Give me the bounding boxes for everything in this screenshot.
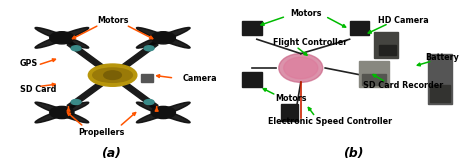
Text: HD Camera: HD Camera: [378, 16, 428, 25]
Text: Flight Controller: Flight Controller: [273, 38, 347, 47]
Ellipse shape: [137, 102, 190, 123]
Ellipse shape: [279, 54, 323, 82]
Ellipse shape: [93, 68, 132, 82]
Bar: [374, 32, 398, 58]
Text: (a): (a): [101, 147, 121, 160]
FancyArrow shape: [67, 74, 115, 108]
Bar: [242, 72, 262, 87]
Text: SD Card Recorder: SD Card Recorder: [363, 81, 443, 90]
Ellipse shape: [35, 102, 89, 123]
Bar: [242, 21, 262, 35]
FancyArrow shape: [110, 42, 158, 77]
Text: (b): (b): [343, 147, 364, 160]
Ellipse shape: [35, 27, 89, 48]
Text: GPS: GPS: [20, 59, 38, 68]
Ellipse shape: [283, 57, 318, 79]
Ellipse shape: [50, 106, 74, 119]
Bar: [141, 74, 154, 82]
Ellipse shape: [35, 27, 89, 48]
Ellipse shape: [151, 106, 175, 119]
Bar: [430, 85, 450, 102]
Ellipse shape: [144, 100, 154, 105]
Ellipse shape: [71, 46, 81, 51]
Text: Motors: Motors: [290, 9, 321, 18]
Ellipse shape: [137, 102, 190, 123]
Ellipse shape: [71, 100, 81, 105]
Bar: [349, 21, 369, 35]
Text: Camera: Camera: [183, 73, 218, 82]
Bar: [428, 54, 452, 104]
Ellipse shape: [137, 27, 190, 48]
Text: Electronic Speed Controller: Electronic Speed Controller: [268, 117, 392, 126]
Text: Motors: Motors: [97, 16, 128, 25]
Text: Motors: Motors: [275, 94, 307, 103]
FancyArrow shape: [110, 74, 158, 108]
Bar: [362, 74, 386, 85]
Bar: [379, 45, 396, 55]
Ellipse shape: [50, 32, 74, 44]
Bar: [281, 104, 298, 121]
Text: Propellers: Propellers: [78, 128, 125, 137]
Ellipse shape: [104, 71, 121, 79]
FancyArrow shape: [67, 42, 115, 77]
Text: SD Card: SD Card: [20, 85, 56, 94]
Text: Battery: Battery: [425, 53, 459, 62]
Ellipse shape: [88, 64, 137, 86]
Ellipse shape: [137, 27, 190, 48]
Ellipse shape: [151, 32, 175, 44]
Ellipse shape: [144, 46, 154, 51]
Ellipse shape: [35, 102, 89, 123]
Bar: [359, 61, 389, 87]
